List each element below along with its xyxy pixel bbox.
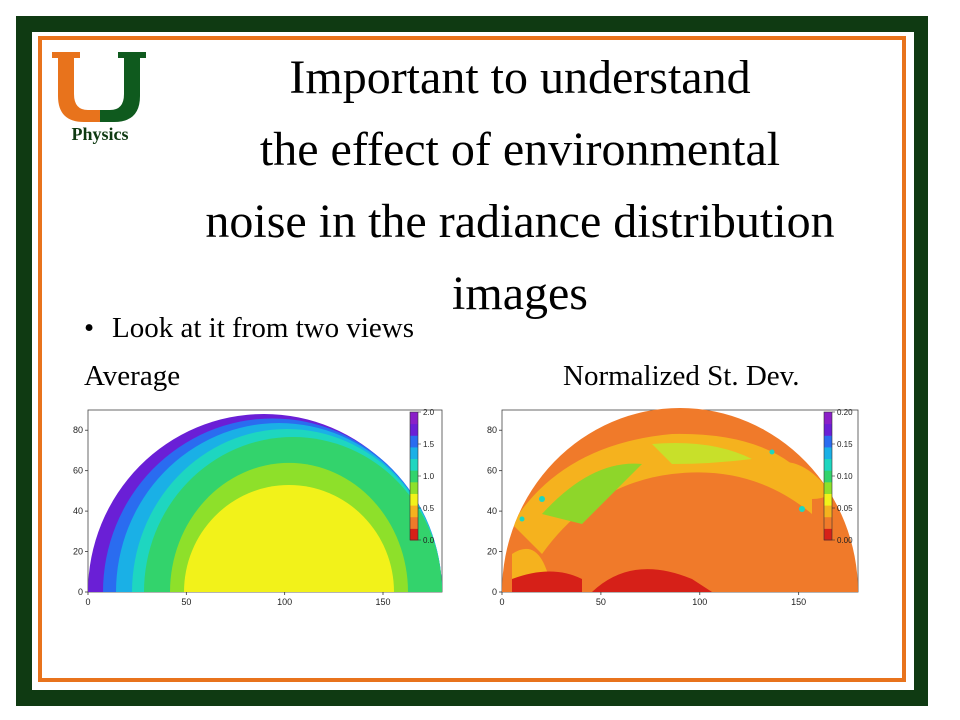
plot1-rings: [88, 414, 442, 592]
title-line-4: images: [452, 267, 588, 320]
colorbar-segment: [410, 435, 418, 448]
colorbar-tick-label: 0.20: [837, 408, 853, 417]
x-tick-label: 0: [499, 597, 504, 607]
y-tick-label: 60: [73, 466, 83, 476]
x-tick-label: 150: [791, 597, 806, 607]
colorbar-segment: [824, 412, 832, 425]
colorbar-tick-label: 0.5: [423, 504, 435, 513]
colorbar-segment: [410, 458, 418, 471]
colorbar-segment: [824, 423, 832, 436]
orange-border: [38, 36, 906, 682]
u-logo-icon: [52, 52, 146, 122]
x-tick-label: 100: [277, 597, 292, 607]
std-dev-heatmap: 0 50 100 150 0 20 40 60 80 0.00 0.05 0.10 0.15 0.20: [487, 408, 859, 607]
colorbar-segment: [410, 446, 418, 460]
x-tick-label: 50: [596, 597, 606, 607]
bullet-item: • Look at it from two views: [84, 312, 414, 345]
x-tick-label: 0: [85, 597, 90, 607]
colorbar-segment: [410, 528, 418, 541]
bullet-dot: •: [84, 312, 95, 344]
colorbar-tick-label: 1.5: [423, 440, 435, 449]
colorbar-segment: [824, 470, 832, 483]
colorbar-segment: [410, 493, 418, 506]
x-tick-label: 150: [375, 597, 390, 607]
colorbar-segment: [824, 505, 832, 518]
colorbar-segment: [824, 516, 832, 529]
colorbar-tick-label: 2.0: [423, 408, 435, 417]
title-line-2: the effect of environmental: [259, 123, 781, 176]
plot1-axes: 0 50 100 150 0 20 40 60 80: [73, 425, 391, 607]
logo-label: Physics: [71, 124, 129, 144]
colorbar-segment: [410, 505, 418, 518]
y-tick-label: 40: [73, 506, 83, 516]
colorbar-segment: [824, 528, 832, 541]
std-dev-plot: 0 50 100 150 0 20 40 60 80 0.00 0.05 0.10 0.15 0.20: [472, 404, 892, 618]
colorbar-segment: [410, 470, 418, 483]
colorbar-tick-label: 0.00: [837, 536, 853, 545]
y-tick-label: 0: [492, 587, 497, 597]
colorbar-segment: [410, 481, 418, 494]
colorbar-segment: [410, 423, 418, 436]
y-tick-label: 20: [73, 547, 83, 557]
x-tick-label: 50: [181, 597, 191, 607]
colorbar-tick-label: 0.15: [837, 440, 853, 449]
university-logo: Physics: [48, 46, 152, 150]
colorbar-segment: [824, 493, 832, 506]
plot1-colorbar: 0.0 0.5 1.0 1.5 2.0: [409, 408, 435, 545]
slide-title: Important to understand the effect of en…: [120, 42, 920, 330]
plot2-axes: 0 50 100 150 0 20 40 60 80: [487, 425, 806, 607]
colorbar-segment: [824, 481, 832, 494]
y-tick-label: 80: [73, 425, 83, 435]
y-tick-label: 0: [78, 587, 83, 597]
y-tick-label: 40: [487, 506, 497, 516]
colorbar-segment: [824, 446, 832, 460]
colorbar-segment: [410, 516, 418, 529]
bullet-text: Look at it from two views: [112, 312, 415, 344]
colorbar-tick-label: 0.0: [423, 536, 435, 545]
y-tick-label: 60: [487, 466, 497, 476]
y-tick-label: 80: [487, 425, 497, 435]
average-plot: 0 50 100 150 0 20 40 60 80 0.0 0.5 1.0 1.5 2.0: [58, 404, 458, 614]
average-heatmap: 0 50 100 150 0 20 40 60 80 0.0 0.5 1.0 1.5 2.0: [73, 408, 443, 607]
std-dev-label: Normalized St. Dev.: [563, 360, 800, 392]
colorbar-segment: [824, 458, 832, 471]
x-tick-label: 100: [692, 597, 707, 607]
title-line-3: noise in the radiance distribution: [205, 195, 835, 248]
plot2-colorbar: 0.00 0.05 0.10 0.15 0.20: [823, 408, 853, 545]
average-label: Average: [84, 360, 181, 392]
colorbar-tick-label: 1.0: [423, 472, 435, 481]
title-line-1: Important to understand: [289, 51, 751, 104]
colorbar-tick-label: 0.05: [837, 504, 853, 513]
colorbar-segment: [824, 435, 832, 448]
y-tick-label: 20: [487, 547, 497, 557]
colorbar-segment: [410, 412, 418, 425]
colorbar-tick-label: 0.10: [837, 472, 853, 481]
